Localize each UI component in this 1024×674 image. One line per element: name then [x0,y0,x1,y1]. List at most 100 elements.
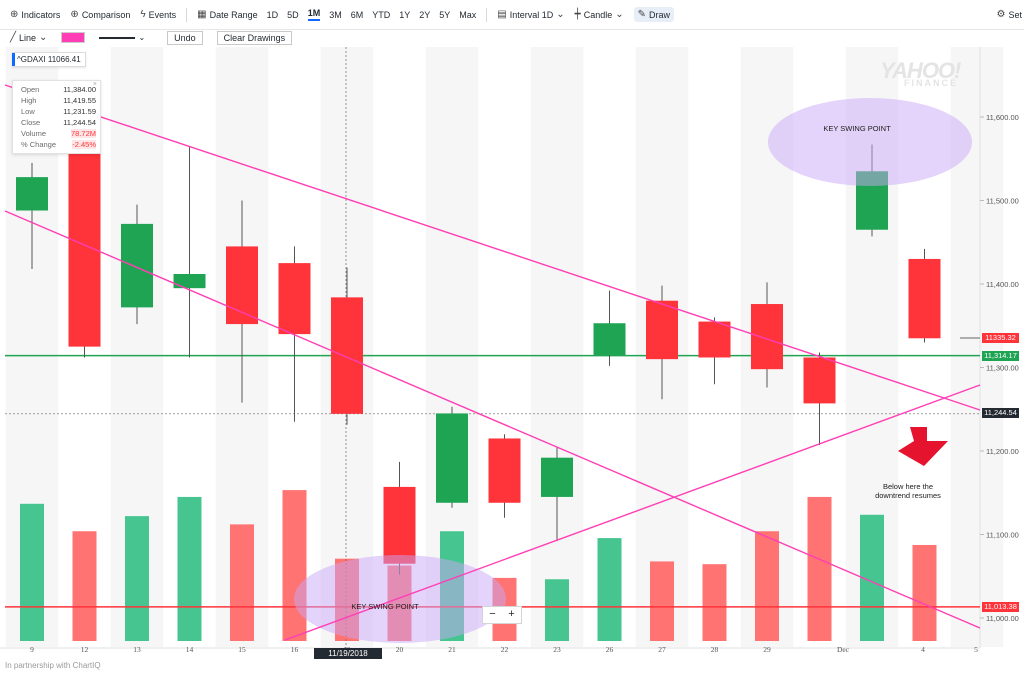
date-range-button[interactable]: ▦ Date Range [197,9,258,20]
candle-body[interactable] [646,300,678,360]
line-color-swatch[interactable] [61,32,86,43]
trendline-upper[interactable] [4,84,981,411]
x-tick-label: 23 [553,645,561,654]
annotation-swing-top[interactable]: KEY SWING POINT [823,124,891,133]
candle-body[interactable] [488,438,521,503]
chart-type-label: Candle [583,9,613,20]
price-tag-red-line: 11,013.38 [982,602,1019,612]
range-3m[interactable]: 3M [329,9,342,20]
hud-key: Volume [21,129,47,138]
price-tag-green-line: 11,314.17 [982,351,1019,361]
y-tick-label: 11,300.00 [986,364,1019,373]
annotation-swing-bottom[interactable]: KEY SWING POINT [351,602,419,611]
quote-label[interactable]: ^GDAXI 11066.41 [12,52,86,67]
zoom-out-button[interactable]: − [489,608,496,620]
x-tick-label: 12 [81,645,89,654]
volume-bar [755,531,779,641]
chevron-down-icon: ⌄ [39,32,48,43]
swing-point-ellipse-bottom[interactable] [294,555,506,643]
close-icon[interactable]: × [92,81,97,88]
candle-body[interactable] [16,177,48,211]
candle-body[interactable] [751,304,783,370]
swing-point-ellipse-top[interactable] [768,98,972,186]
line-icon: ╱ [10,32,17,43]
interval-dropdown[interactable]: ▤ Interval 1D ⌄ [497,9,564,20]
range-1d[interactable]: 1D [266,9,279,20]
volume-bar [125,516,149,641]
range-1y[interactable]: 1Y [399,9,411,20]
zoom-in-button[interactable]: + [508,608,515,620]
range-2y[interactable]: 2Y [419,9,431,20]
candle-body[interactable] [541,457,573,497]
ohlc-hud: × Open 11,384.00 High 11,419.55 Low 11,231.… [12,80,101,154]
partner-text: In partnership with ChartIQ [5,661,101,670]
range-max[interactable]: Max [459,9,477,20]
yahoo-finance-logo-text: FINANCE [904,78,958,88]
drawing-toolbar: ╱ Line ⌄ ⌄ Undo Clear Drawings [0,29,1024,46]
volume-bar [912,544,937,641]
candle-body[interactable] [436,413,468,503]
candle-body[interactable] [331,297,363,414]
price-chart[interactable]: 11,000.00 11,100.00 11,200.00 11,300.00 11,4… [0,47,1024,661]
x-tick-label: 22 [501,645,509,654]
down-arrow-icon[interactable] [898,427,948,466]
line-style-preview[interactable] [99,36,136,39]
y-tick-label: 11,200.00 [986,447,1019,456]
y-tick-label: 11,500.00 [986,197,1019,206]
volume-bar [230,524,254,641]
draw-button[interactable]: ✎ Draw [633,7,675,22]
candle-body[interactable] [278,263,311,335]
candle-body[interactable] [698,321,731,358]
line-tool-dropdown[interactable]: ╱ Line ⌄ [10,32,47,43]
candle-icon: ┿ [574,9,581,20]
chart-type-dropdown[interactable]: ┿ Candle ⌄ [575,9,624,20]
comparison-label: Comparison [81,9,131,20]
candle-body[interactable] [383,486,416,564]
interval-icon: ▤ [497,9,507,20]
x-tick-label: 21 [448,645,456,654]
x-tick-label: 20 [396,645,404,654]
hud-row-open: Open 11,384.00 [13,84,100,95]
hud-key: % Change [21,140,57,149]
hud-key: Low [21,107,35,116]
annotation-note[interactable]: Below here the downtrend resumes [862,482,954,500]
indicators-label: Indicators [21,9,61,20]
events-button[interactable]: ϟ Events [140,9,176,20]
candle-body[interactable] [593,323,626,355]
trendline-rising[interactable] [284,384,981,641]
events-label: Events [148,9,177,20]
candle-body[interactable] [68,145,101,347]
plus-circle-icon: ⊕ [10,9,19,20]
volume-bar [597,538,622,641]
hud-key: Close [21,118,41,127]
clear-drawings-button[interactable]: Clear Drawings [216,30,293,45]
range-1m[interactable]: 1M [307,8,321,21]
hud-row-close: Close 11,244.54 [13,117,100,128]
price-tag-last: 11335.32 [982,333,1019,343]
settings-button[interactable]: ⚙ Set [997,9,1022,20]
candle-body[interactable] [803,357,836,404]
hud-key: High [21,96,37,105]
range-5y[interactable]: 5Y [439,9,451,20]
x-tick-label: 16 [291,645,299,654]
range-6m[interactable]: 6M [350,9,364,20]
range-ytd[interactable]: YTD [372,9,391,20]
candle-body[interactable] [226,246,258,325]
candle-body[interactable] [908,258,941,339]
trendline-lower[interactable] [4,210,981,629]
volume-bar [650,561,674,641]
undo-button[interactable]: Undo [167,30,203,45]
x-tick-label: 26 [606,645,614,654]
y-tick-label: 11,000.00 [986,614,1019,623]
volume-bar [702,564,727,641]
indicators-button[interactable]: ⊕ Indicators [10,9,60,20]
candle-body[interactable] [173,273,206,289]
x-tick-label: 13 [133,645,141,654]
x-tick-label: 15 [238,645,246,654]
range-5d[interactable]: 5D [287,9,299,20]
chevron-down-icon[interactable]: ⌄ [138,33,146,42]
comparison-button[interactable]: ⊕ Comparison [70,9,130,20]
gear-icon: ⚙ [996,9,1006,20]
hud-value: 11,244.54 [63,118,96,127]
candle-body[interactable] [121,223,153,308]
